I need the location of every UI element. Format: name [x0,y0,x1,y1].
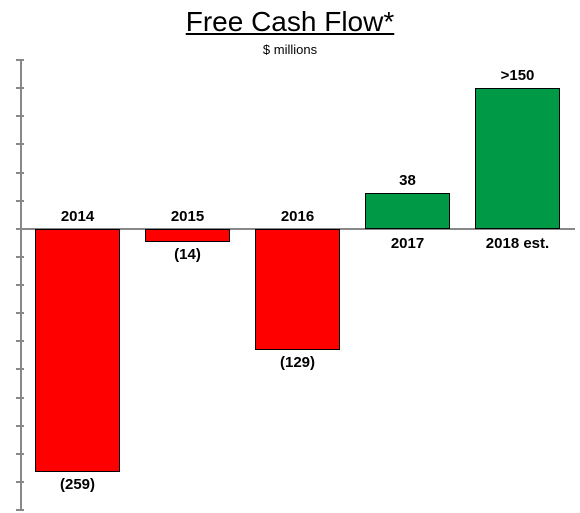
category-label: 2014 [25,208,130,225]
y-tick [16,200,24,202]
value-label: 38 [355,172,460,189]
y-tick [16,509,24,511]
y-tick [16,368,24,370]
bar [35,229,120,472]
y-tick [16,87,24,89]
chart-title: Free Cash Flow* [0,6,580,38]
bar [475,88,560,229]
category-label: 2015 [135,208,240,225]
y-tick [16,481,24,483]
bar [145,229,230,242]
y-tick [16,340,24,342]
y-tick [16,59,24,61]
y-tick [16,453,24,455]
y-tick [16,397,24,399]
y-tick [16,256,24,258]
y-tick [16,172,24,174]
bar [255,229,340,350]
plot-area: 2014 (259) 2015 (14) 2016 (129) 2017 38 2018 est… [20,60,575,510]
category-label: 2018 est. [465,235,570,252]
chart-subtitle: $ millions [0,42,580,57]
y-tick [16,312,24,314]
value-label: (129) [245,354,350,371]
y-tick [16,228,24,230]
value-label: (14) [135,246,240,263]
value-label: >150 [465,67,570,84]
y-tick [16,143,24,145]
y-tick [16,284,24,286]
y-tick [16,425,24,427]
category-label: 2016 [245,208,350,225]
y-tick [16,115,24,117]
category-label: 2017 [355,235,460,252]
free-cash-flow-chart: Free Cash Flow* $ millions 2014 (259) 2015… [0,0,580,513]
bar [365,193,450,229]
value-label: (259) [25,476,130,493]
